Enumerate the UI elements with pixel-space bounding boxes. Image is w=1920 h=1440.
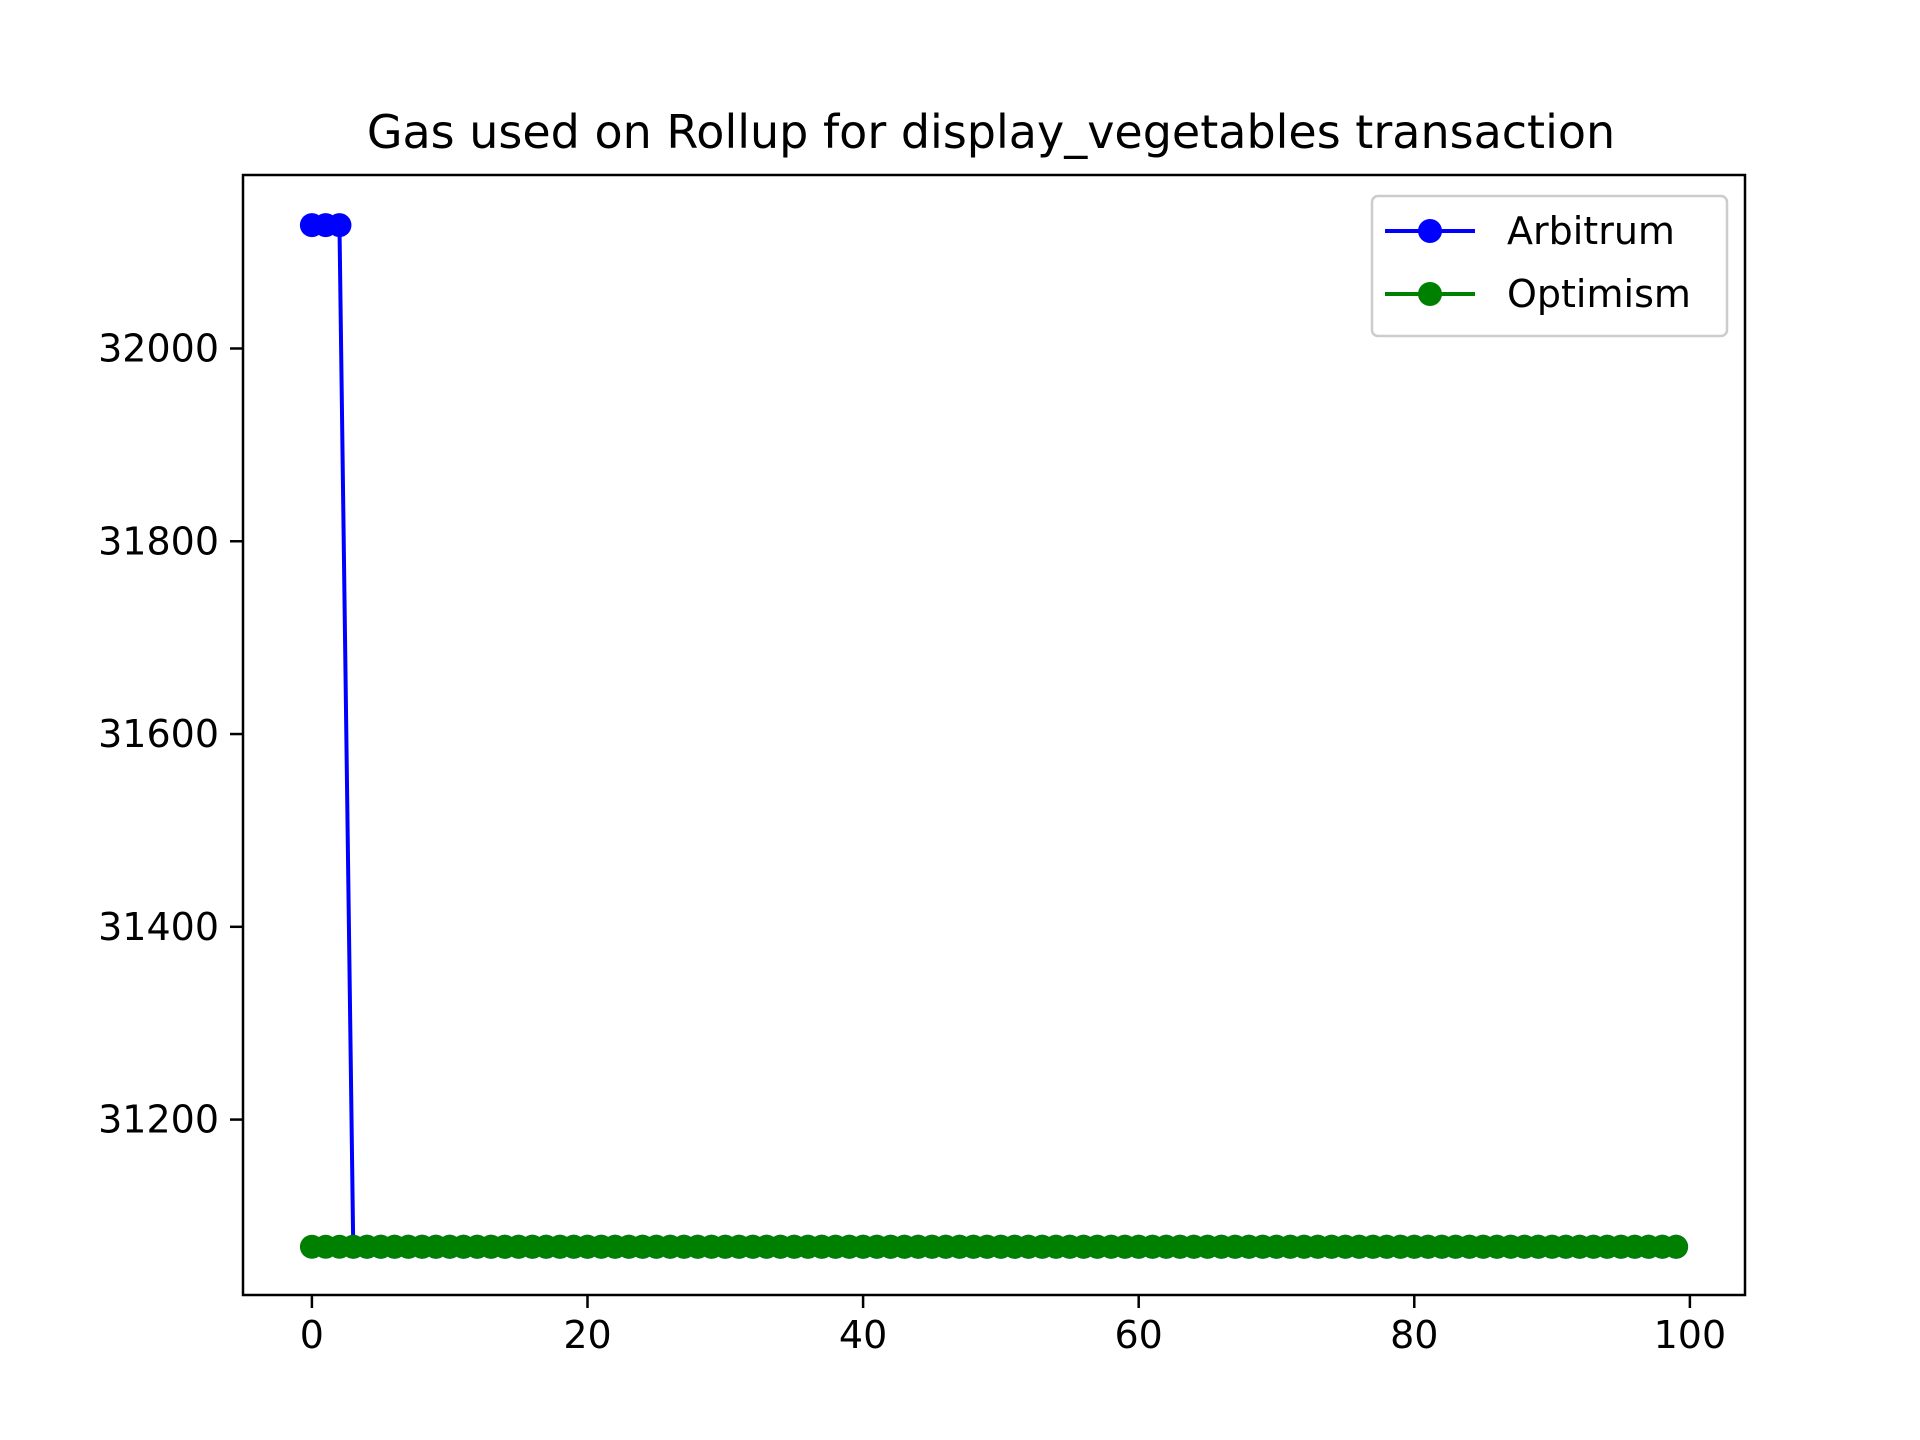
x-axis: 0 20 40 60 80 100 — [300, 1295, 1726, 1357]
y-axis: 31200 31400 31600 31800 32000 — [98, 326, 243, 1142]
plot-frame — [241, 173, 1747, 1297]
legend-entry-arbitrum: Arbitrum — [1385, 209, 1675, 253]
x-tick-label: 0 — [300, 1313, 324, 1357]
x-tick-label: 20 — [563, 1313, 611, 1357]
legend-marker — [1418, 219, 1442, 243]
chart-title: Gas used on Rollup for display_vegetable… — [367, 105, 1615, 159]
series-layer — [299, 213, 1689, 1259]
x-tick-label: 60 — [1115, 1313, 1163, 1357]
x-tick-label: 100 — [1654, 1313, 1727, 1357]
legend-label: Arbitrum — [1507, 209, 1675, 253]
legend: Arbitrum Optimism — [1370, 194, 1729, 338]
y-tick-label: 31800 — [98, 519, 219, 563]
series-optimism — [299, 1234, 1689, 1259]
x-tick-label: 40 — [839, 1313, 887, 1357]
legend-label: Optimism — [1507, 272, 1691, 316]
y-tick-label: 31400 — [98, 905, 219, 949]
legend-entry-optimism: Optimism — [1385, 272, 1691, 316]
y-tick-label: 31600 — [98, 712, 219, 756]
data-point-optimism — [1664, 1234, 1689, 1259]
y-tick-label: 31200 — [98, 1098, 219, 1142]
x-tick-label: 80 — [1390, 1313, 1438, 1357]
legend-marker — [1418, 282, 1442, 306]
data-point-arbitrum — [327, 213, 352, 238]
y-tick-label: 32000 — [98, 326, 219, 370]
